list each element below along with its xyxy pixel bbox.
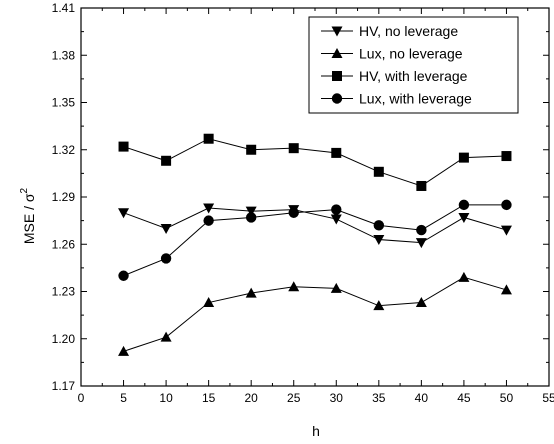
legend-marker — [331, 48, 343, 58]
legend-marker — [331, 93, 343, 104]
series-line — [123, 138, 507, 187]
y-tick-label: 1.32 — [52, 143, 76, 157]
series-0 — [118, 203, 512, 249]
legend-item: Lux, with leverage — [321, 91, 472, 107]
data-point — [288, 143, 299, 154]
data-point — [203, 133, 214, 144]
legend-marker — [331, 26, 343, 37]
data-point — [245, 212, 257, 223]
y-tick-label: 1.20 — [52, 332, 76, 346]
axes: 0 5 10 15 20 25 30 35 40 45 50 55 1.17 1.20 1.23 1.26 1.… — [52, 1, 554, 405]
data-point — [331, 147, 342, 158]
data-point — [118, 208, 130, 219]
data-point — [501, 199, 512, 211]
data-point — [288, 207, 299, 218]
svg-text:MSE / σ2: MSE / σ2 — [19, 187, 37, 244]
data-point — [203, 203, 215, 214]
data-point — [203, 215, 214, 226]
data-point — [246, 144, 257, 155]
data-point — [160, 253, 172, 264]
x-tick-label: 20 — [245, 391, 259, 405]
data-point — [373, 166, 384, 177]
x-tick-label: 25 — [287, 391, 301, 405]
data-point — [161, 155, 172, 166]
data-point — [118, 270, 129, 281]
x-axis-title: h — [312, 423, 320, 439]
data-point — [500, 284, 512, 295]
legend-label: Lux, with leverage — [359, 91, 472, 107]
data-point — [373, 235, 385, 246]
series-2 — [118, 133, 512, 191]
data-point — [288, 281, 300, 292]
x-tick-label: 50 — [500, 391, 514, 405]
y-axis-title-main: MSE / σ — [21, 193, 37, 244]
y-tick-label: 1.35 — [52, 96, 76, 110]
legend-item: Lux, no leverage — [321, 46, 463, 62]
data-point — [245, 287, 257, 298]
data-point — [458, 271, 470, 282]
legend-label: Lux, no leverage — [359, 46, 463, 62]
data-point — [501, 151, 512, 162]
data-point — [415, 238, 427, 249]
y-axis-title-superscript: 2 — [19, 187, 30, 193]
data-point — [331, 204, 342, 215]
data-point — [373, 300, 385, 311]
x-tick-label: 30 — [330, 391, 344, 405]
series-3 — [118, 199, 512, 281]
legend-label: HV, no leverage — [359, 23, 458, 39]
data-point — [373, 220, 385, 231]
legend-marker — [332, 71, 342, 81]
x-tick-label: 55 — [542, 391, 554, 405]
series-line — [123, 276, 507, 352]
data-point — [416, 224, 427, 236]
series-line — [123, 204, 507, 277]
data-point — [458, 212, 470, 223]
y-tick-label: 1.17 — [52, 379, 76, 393]
legend-item: HV, with leverage — [321, 68, 468, 84]
data-point — [160, 331, 172, 342]
data-point — [245, 206, 257, 217]
data-point — [330, 282, 342, 293]
data-point — [118, 345, 130, 356]
legend-label: HV, with leverage — [359, 68, 468, 84]
data-point — [330, 214, 342, 225]
series-1 — [118, 271, 512, 356]
legend-box — [308, 16, 519, 114]
y-tick-label: 1.29 — [52, 190, 76, 204]
x-tick-label: 15 — [202, 391, 216, 405]
data-point — [458, 152, 469, 163]
y-tick-label: 1.26 — [52, 237, 76, 251]
y-tick-label: 1.38 — [52, 48, 76, 62]
series-line — [123, 207, 507, 244]
data-point — [118, 141, 129, 152]
x-tick-label: 10 — [159, 391, 173, 405]
x-tick-label: 40 — [415, 391, 429, 405]
data-point — [160, 224, 172, 234]
x-tick-label: 35 — [372, 391, 386, 405]
legend: HV, no leverage Lux, no leverage HV, with … — [308, 16, 519, 114]
x-tick-label: 0 — [78, 391, 85, 405]
data-point — [203, 297, 215, 308]
data-point — [500, 225, 512, 236]
data-point — [416, 180, 427, 191]
y-axis-title: MSE / σ2 — [19, 187, 37, 244]
y-tick-label: 1.23 — [52, 285, 76, 299]
y-tick-label: 1.41 — [52, 1, 76, 15]
x-tick-label: 5 — [120, 391, 127, 405]
legend-item: HV, no leverage — [321, 23, 458, 39]
data-point — [415, 297, 427, 308]
series-layer — [118, 133, 512, 356]
data-point — [458, 199, 470, 211]
x-tick-label: 45 — [457, 391, 471, 405]
